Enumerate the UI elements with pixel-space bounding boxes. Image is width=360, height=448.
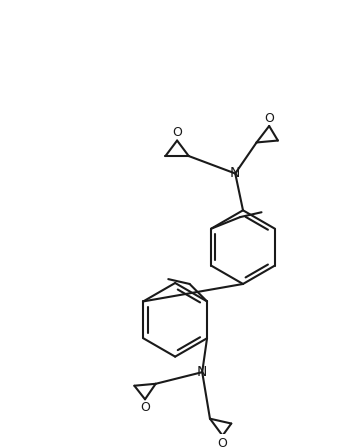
Text: N: N [197,365,207,379]
Text: O: O [264,112,274,125]
Text: O: O [217,437,228,448]
Text: O: O [172,126,182,139]
Text: O: O [140,401,150,414]
Text: N: N [230,167,240,181]
